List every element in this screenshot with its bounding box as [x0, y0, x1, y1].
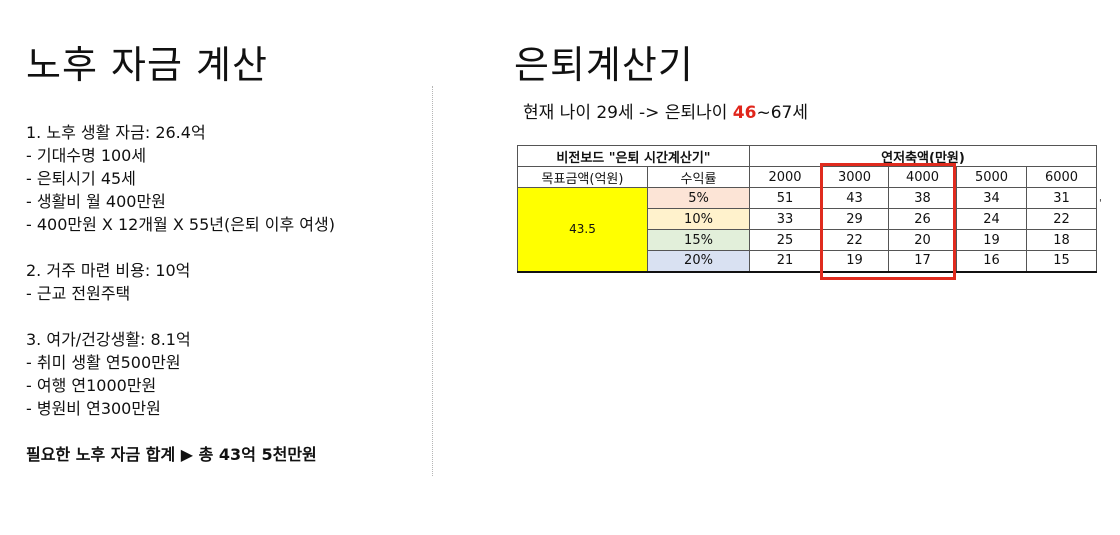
- line-1: 1. 노후 생활 자금: 26.4억: [26, 123, 206, 142]
- line-12: - 여행 연1000만원: [26, 376, 157, 395]
- table-cell: 51: [749, 187, 821, 209]
- line-13: - 병원비 연300만원: [26, 399, 161, 418]
- savings-group-header: 연저축액(만원): [749, 145, 1097, 167]
- table-cell: 33: [749, 208, 821, 230]
- table-cell: 24: [956, 208, 1027, 230]
- age-suffix: ~67세: [756, 103, 808, 123]
- table-cell: 25: [749, 229, 821, 251]
- retirement-calculator-table-wrap: 비전보드 "은퇴 시간계산기" 연저축액(만원) 목표금액(억원) 수익률 20…: [517, 145, 1097, 273]
- line-11: - 취미 생활 연500만원: [26, 353, 181, 372]
- left-title: 노후 자금 계산: [26, 43, 268, 87]
- table-cell: 18: [1026, 229, 1097, 251]
- target-header: 목표금액(억원): [517, 166, 648, 188]
- line-2: - 기대수명 100세: [26, 146, 147, 165]
- table-cell: 17: [888, 250, 957, 272]
- line-4: - 생활비 월 400만원: [26, 192, 166, 211]
- table-cell: 43: [820, 187, 889, 209]
- right-title: 은퇴계산기: [514, 43, 694, 87]
- spacer: [26, 236, 426, 259]
- table-cell: 19: [820, 250, 889, 272]
- retirement-fund-breakdown: 1. 노후 생활 자금: 26.4억 - 기대수명 100세 - 은퇴시기 45…: [26, 121, 426, 466]
- spacer: [26, 305, 426, 328]
- table-cell: 26: [888, 208, 957, 230]
- savings-5000: 5000: [956, 166, 1027, 188]
- table-cell: 22: [1026, 208, 1097, 230]
- table-cell: 31: [1026, 187, 1097, 209]
- line-3: - 은퇴시기 45세: [26, 169, 136, 188]
- line-5: - 400만원 X 12개월 X 55년(은퇴 이후 여생): [26, 215, 335, 234]
- table-cell: 19: [956, 229, 1027, 251]
- table-cell: 38: [888, 187, 957, 209]
- total-summary: 필요한 노후 자금 합계 ▶ 총 43억 5천만원: [26, 445, 317, 464]
- savings-6000: 6000: [1026, 166, 1097, 188]
- table-cell: 34: [956, 187, 1027, 209]
- retirement-calculator-table: 비전보드 "은퇴 시간계산기" 연저축액(만원) 목표금액(억원) 수익률 20…: [517, 145, 1097, 273]
- spacer: [26, 420, 426, 443]
- rate-cell: 15%: [647, 229, 750, 251]
- rate-cell: 5%: [647, 187, 750, 209]
- line-7: 2. 거주 마련 비용: 10억: [26, 261, 191, 280]
- stray-mark: ': [1099, 198, 1102, 209]
- table-cell: 20: [888, 229, 957, 251]
- line-10: 3. 여가/건강생활: 8.1억: [26, 330, 191, 349]
- target-amount-cell: 43.5: [517, 187, 648, 272]
- dotted-divider: [432, 86, 433, 476]
- table-cell: 15: [1026, 250, 1097, 272]
- rate-cell: 10%: [647, 208, 750, 230]
- line-8: - 근교 전원주택: [26, 284, 131, 303]
- table-cell: 21: [749, 250, 821, 272]
- table-cell: 22: [820, 229, 889, 251]
- rate-header: 수익률: [647, 166, 750, 188]
- age-line: 현재 나이 29세 -> 은퇴나이 46~67세: [523, 98, 808, 123]
- age-prefix: 현재 나이 29세 -> 은퇴나이: [523, 103, 733, 123]
- table-cell: 16: [956, 250, 1027, 272]
- table-cell: 29: [820, 208, 889, 230]
- savings-2000: 2000: [749, 166, 821, 188]
- rate-cell: 20%: [647, 250, 750, 272]
- retire-age-highlight: 46: [732, 103, 757, 123]
- savings-4000: 4000: [888, 166, 957, 188]
- savings-3000: 3000: [820, 166, 889, 188]
- table-title: 비전보드 "은퇴 시간계산기": [517, 145, 750, 167]
